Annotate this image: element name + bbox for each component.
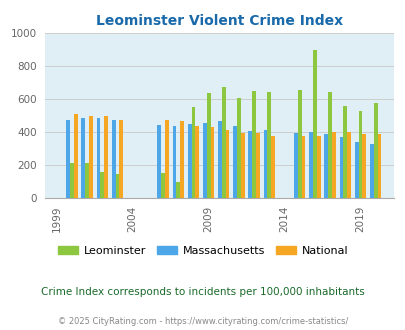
Bar — [301, 136, 305, 198]
Bar — [316, 136, 320, 198]
Bar — [248, 131, 252, 198]
Bar — [331, 132, 335, 198]
Bar — [309, 132, 312, 198]
Bar — [164, 120, 168, 198]
Bar — [210, 127, 214, 198]
Bar — [119, 120, 123, 198]
Bar — [373, 103, 377, 198]
Bar — [172, 126, 176, 198]
Bar — [293, 133, 297, 198]
Bar — [195, 126, 198, 198]
Bar — [256, 133, 259, 198]
Bar — [358, 111, 361, 198]
Bar — [96, 118, 100, 198]
Bar — [187, 124, 191, 198]
Bar — [70, 163, 74, 198]
Bar — [263, 130, 267, 198]
Bar — [354, 142, 358, 198]
Bar — [327, 91, 331, 198]
Bar — [74, 114, 77, 198]
Bar — [225, 130, 229, 198]
Bar — [104, 115, 108, 198]
Bar — [324, 135, 327, 198]
Bar — [191, 107, 195, 198]
Text: Crime Index corresponds to incidents per 100,000 inhabitants: Crime Index corresponds to incidents per… — [41, 287, 364, 297]
Bar — [157, 124, 161, 198]
Bar — [240, 133, 244, 198]
Bar — [233, 126, 237, 198]
Bar — [252, 91, 256, 198]
Bar — [267, 92, 271, 198]
Bar — [66, 120, 70, 198]
Bar — [111, 120, 115, 198]
Bar — [206, 93, 210, 198]
Bar — [217, 121, 222, 198]
Bar — [81, 118, 85, 198]
Bar — [89, 115, 93, 198]
Bar — [222, 86, 225, 198]
Bar — [297, 90, 301, 198]
Bar — [361, 134, 365, 198]
Bar — [115, 174, 119, 198]
Bar — [180, 121, 183, 198]
Legend: Leominster, Massachusetts, National: Leominster, Massachusetts, National — [53, 241, 352, 260]
Bar — [176, 182, 180, 198]
Bar — [100, 172, 104, 198]
Title: Leominster Violent Crime Index: Leominster Violent Crime Index — [96, 14, 342, 28]
Bar — [369, 144, 373, 198]
Bar — [343, 106, 346, 198]
Bar — [271, 136, 274, 198]
Bar — [346, 132, 350, 198]
Bar — [377, 135, 380, 198]
Text: © 2025 CityRating.com - https://www.cityrating.com/crime-statistics/: © 2025 CityRating.com - https://www.city… — [58, 317, 347, 326]
Bar — [85, 163, 89, 198]
Bar — [237, 98, 240, 198]
Bar — [161, 173, 164, 198]
Bar — [312, 50, 316, 198]
Bar — [339, 137, 343, 198]
Bar — [202, 123, 206, 198]
